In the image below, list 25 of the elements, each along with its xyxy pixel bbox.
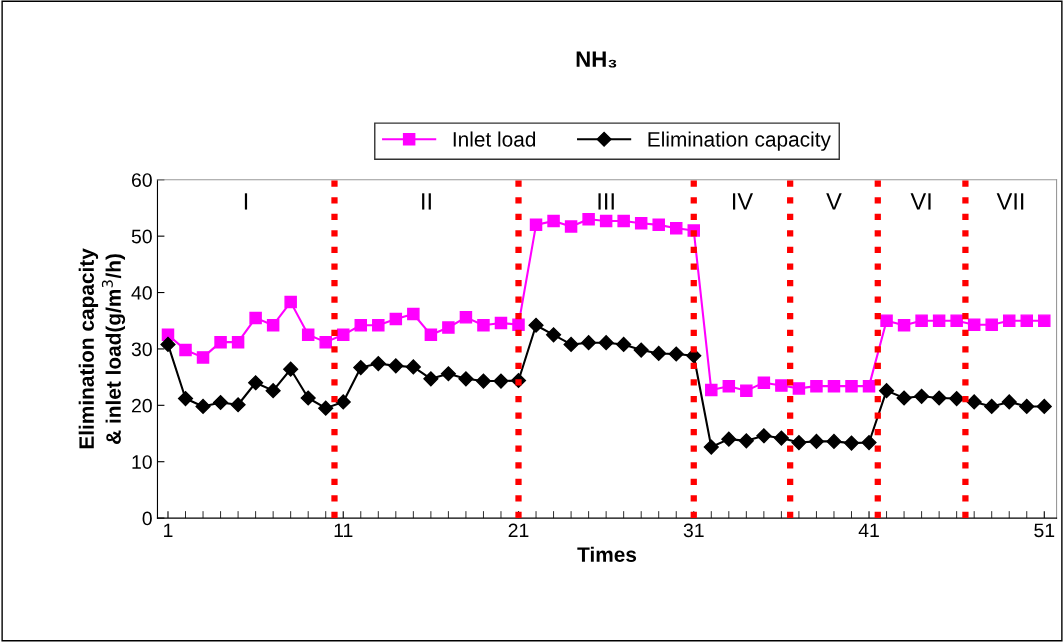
x-tick-label: 11 — [334, 523, 353, 538]
annotation: IV — [732, 193, 754, 210]
y-tick-label: 50 — [131, 229, 152, 244]
x-tick-label: 21 — [508, 523, 529, 538]
annotation: I — [244, 193, 248, 210]
annotation: VI — [910, 193, 931, 210]
annotation: VII — [996, 193, 1024, 210]
x-tick-label: 1 — [164, 523, 173, 538]
x-axis-title: Times — [577, 546, 637, 562]
y-tick-label: 30 — [131, 342, 152, 357]
annotation: V — [826, 193, 842, 210]
legend-label: Elimination capacity — [648, 131, 831, 151]
annotation: II — [422, 193, 431, 210]
annotation: III — [598, 193, 614, 210]
x-tick-label: 41 — [858, 523, 879, 538]
y-tick-label: 60 — [131, 173, 152, 187]
y-axis-title: Elimination capacity & inlet load(g/m$^{3}$/h) — [78, 248, 126, 449]
chart-title: NH₃ — [576, 51, 617, 68]
y-tick-label: 40 — [131, 286, 152, 300]
y-tick-label: 0 — [142, 511, 152, 526]
y-tick-label: 20 — [131, 398, 152, 413]
x-tick-label: 31 — [683, 523, 704, 538]
legend-label: Inlet load — [453, 131, 536, 147]
y-tick-label: 10 — [132, 455, 152, 469]
x-tick-label: 51 — [1034, 523, 1055, 538]
